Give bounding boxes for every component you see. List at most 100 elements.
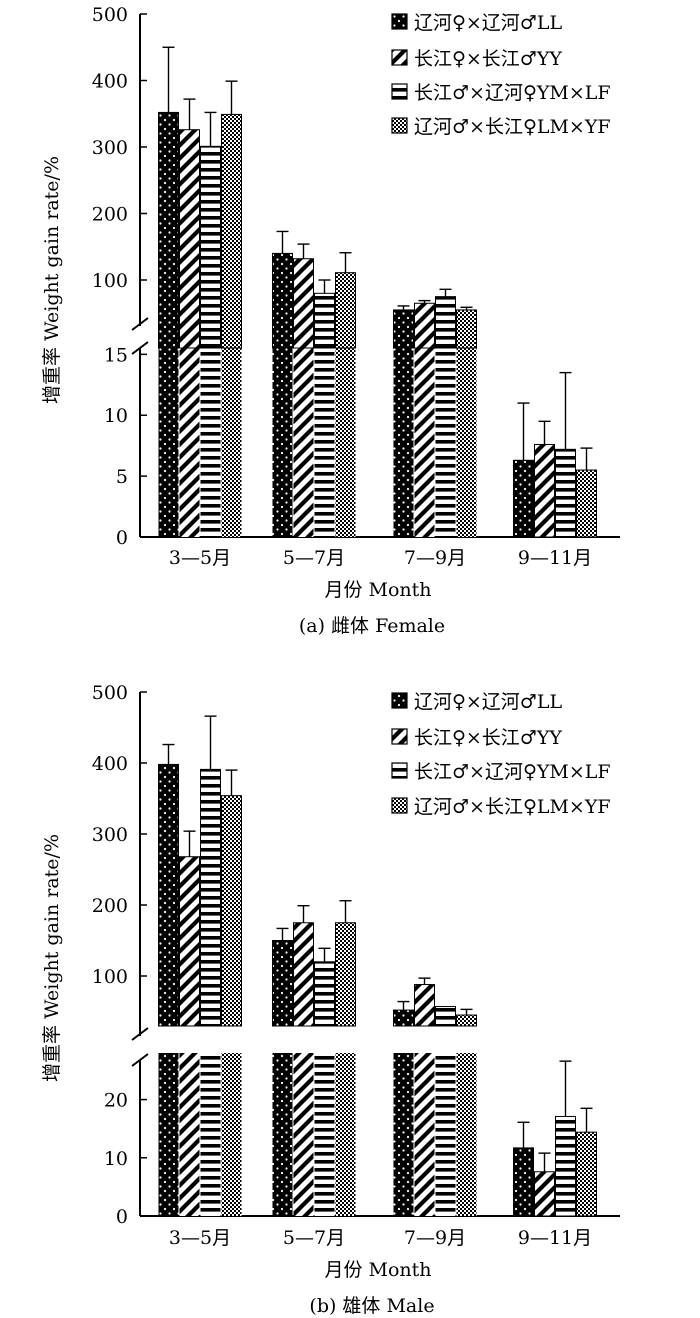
bar: [576, 469, 597, 538]
bar-lower-segment: [293, 330, 314, 537]
x-category-label: 9—11月: [518, 1227, 592, 1249]
y-tick-label: 500: [92, 4, 128, 26]
bar-lower-segment: [414, 1053, 435, 1216]
bar: [200, 145, 221, 349]
bar-lower-segment: [335, 1053, 356, 1216]
legend-swatch: [391, 762, 408, 779]
y-tick-label: 400: [92, 71, 128, 93]
axis-break-mark: [131, 317, 149, 331]
bar: [293, 258, 314, 349]
bar: [513, 1147, 534, 1217]
y-tick-label: 400: [92, 753, 128, 775]
y-tick-label: 15: [104, 344, 128, 366]
x-category-label: 3—5月: [169, 1227, 231, 1249]
bar: [221, 113, 242, 349]
y-axis-title: 增重率 Weight gain rate/%: [41, 834, 63, 1082]
axis-break-mark: [131, 1053, 149, 1067]
legend-entry: 长江♀×长江♂YY: [414, 727, 562, 749]
bar: [414, 302, 435, 349]
bar: [314, 961, 335, 1027]
bar: [158, 763, 179, 1027]
y-tick-label: 10: [104, 405, 128, 427]
bar: [456, 309, 477, 349]
bar: [272, 940, 293, 1027]
x-axis-title: 月份 Month: [324, 579, 431, 601]
legend-swatch: [391, 692, 408, 709]
bar: [314, 292, 335, 349]
bar: [555, 1115, 576, 1217]
bar: [435, 1006, 456, 1027]
bar-lower-segment: [158, 1053, 179, 1216]
x-category-label: 5—7月: [283, 547, 345, 569]
bar-lower-segment: [314, 330, 335, 537]
bar: [293, 922, 314, 1027]
bar: [513, 459, 534, 538]
y-tick-label: 100: [92, 270, 128, 292]
x-category-label: 7—9月: [404, 1227, 466, 1249]
y-tick-label: 500: [92, 682, 128, 704]
bar-lower-segment: [456, 330, 477, 537]
bar: [555, 448, 576, 538]
legend-swatch: [391, 13, 408, 30]
bar: [576, 1131, 597, 1217]
bar-lower-segment: [393, 1053, 414, 1216]
y-tick-label: 200: [92, 895, 128, 917]
bar: [534, 443, 555, 538]
y-tick-label: 100: [92, 966, 128, 988]
y-tick-label: 5: [116, 466, 128, 488]
legend-entry: 长江♀×长江♂YY: [414, 48, 562, 70]
bar-lower-segment: [179, 330, 200, 537]
bar: [534, 1171, 555, 1217]
axis-break-mark: [131, 341, 149, 355]
bar: [221, 795, 242, 1027]
legend-swatch: [391, 728, 408, 745]
bar-lower-segment: [272, 330, 293, 537]
bar: [393, 1009, 414, 1027]
bar: [179, 856, 200, 1027]
bar-lower-segment: [200, 1053, 221, 1216]
bar-lower-segment: [435, 330, 456, 537]
bar-lower-segment: [179, 1053, 200, 1216]
y-axis-title: 增重率 Weight gain rate/%: [41, 156, 63, 404]
bar: [335, 922, 356, 1027]
y-tick-label: 300: [92, 137, 128, 159]
y-tick-label: 300: [92, 824, 128, 846]
chart-panel-female: 100 200 300 400 500 0 5 10 15 3—5月 5—7月 7—9月 9—11月月份…: [41, 4, 620, 637]
bar-lower-segment: [221, 1053, 242, 1216]
y-tick-label: 10: [104, 1148, 128, 1170]
bar-lower-segment: [200, 330, 221, 537]
x-category-label: 3—5月: [169, 547, 231, 569]
legend-entry: 长江♂×辽河♀YM×LF: [414, 761, 611, 783]
bar: [414, 984, 435, 1027]
bar: [158, 111, 179, 349]
x-category-label: 7—9月: [404, 547, 466, 569]
chart-caption: (b) 雄体 Male: [309, 1295, 434, 1317]
bar-lower-segment: [393, 330, 414, 537]
legend-entry: 辽河♀×辽河♂LL: [414, 12, 562, 34]
y-tick-label: 20: [104, 1090, 128, 1112]
legend-entry: 长江♂×辽河♀YM×LF: [414, 82, 611, 104]
x-category-label: 9—11月: [518, 547, 592, 569]
bar: [179, 129, 200, 349]
y-tick-label: 200: [92, 204, 128, 226]
legend-swatch: [391, 797, 408, 814]
bar-lower-segment: [158, 330, 179, 537]
bar-lower-segment: [335, 330, 356, 537]
bar: [435, 296, 456, 349]
bar-lower-segment: [435, 1053, 456, 1216]
bar: [393, 309, 414, 349]
legend-swatch: [391, 49, 408, 66]
bar: [456, 1014, 477, 1027]
legend-swatch: [391, 83, 408, 100]
x-axis-title: 月份 Month: [324, 1259, 431, 1281]
bar-lower-segment: [414, 330, 435, 537]
y-tick-label: 0: [116, 527, 128, 549]
axis-break-mark: [131, 1027, 149, 1041]
bar-lower-segment: [456, 1053, 477, 1216]
legend-entry: 辽河♀×辽河♂LL: [414, 691, 562, 713]
bar-lower-segment: [293, 1053, 314, 1216]
bar-lower-segment: [272, 1053, 293, 1216]
legend-swatch: [391, 117, 408, 134]
bar: [200, 768, 221, 1027]
